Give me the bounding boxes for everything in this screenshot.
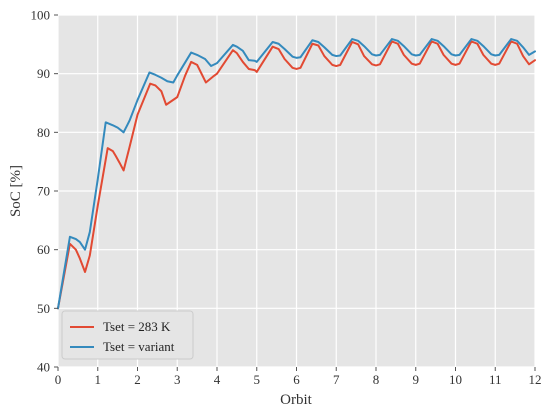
series-line-1: [57, 38, 536, 310]
x-tick-label-2: 2: [134, 372, 141, 387]
x-tick-label-0: 0: [55, 372, 62, 387]
x-tick-label-4: 4: [214, 372, 221, 387]
x-tick-label-6: 6: [293, 372, 300, 387]
series-line-0: [57, 40, 536, 310]
x-tick-label-8: 8: [373, 372, 380, 387]
x-tick-label-10: 10: [449, 372, 462, 387]
legend: Tset = 283 K Tset = variant: [61, 310, 194, 360]
x-tick-label-1: 1: [95, 372, 102, 387]
x-tick-labels: 0 1 2 3 4 5 6 7 8 9 10 11 12: [55, 372, 542, 387]
y-tick-label-90: 90: [37, 66, 50, 81]
legend-label-tset-283k: Tset = 283 K: [103, 319, 171, 334]
axis-ticks: [54, 14, 536, 371]
y-tick-label-100: 100: [31, 8, 51, 23]
x-tick-label-9: 9: [413, 372, 420, 387]
y-tick-labels: 40 50 60 70 80 90 100: [31, 8, 51, 375]
x-axis-label: Orbit: [280, 392, 312, 408]
x-tick-label-5: 5: [254, 372, 261, 387]
y-tick-label-40: 40: [37, 360, 50, 375]
y-axis-label: SoC [%]: [8, 165, 24, 217]
y-tick-label-50: 50: [37, 301, 50, 316]
x-tick-label-12: 12: [529, 372, 542, 387]
x-tick-label-7: 7: [333, 372, 340, 387]
x-tick-label-3: 3: [174, 372, 181, 387]
grid-lines: [57, 14, 536, 368]
y-tick-label-60: 60: [37, 242, 50, 257]
x-tick-label-11: 11: [489, 372, 502, 387]
y-tick-label-70: 70: [37, 184, 50, 199]
y-tick-label-80: 80: [37, 125, 50, 140]
legend-label-tset-variant: Tset = variant: [103, 339, 175, 354]
legend-box: [61, 310, 194, 360]
series-lines: [57, 38, 536, 310]
